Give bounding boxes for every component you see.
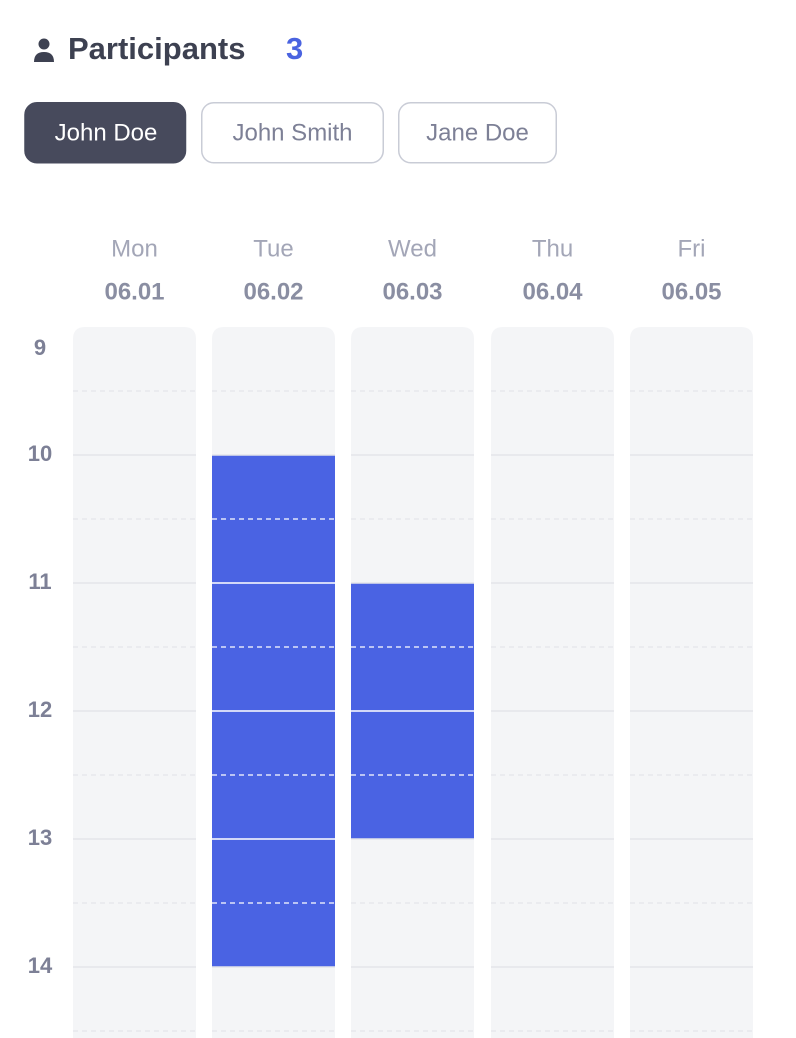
title: Participants <box>68 31 245 66</box>
day-name: Wed <box>388 235 437 262</box>
participant-count: 3 <box>286 31 303 66</box>
day-column <box>73 327 196 1038</box>
hour-label: 11 <box>28 569 51 594</box>
day-column <box>491 327 614 1038</box>
button-bg[interactable] <box>201 102 384 164</box>
day-column <box>630 327 753 1038</box>
button-label[interactable]: John Smith <box>232 119 352 146</box>
participant-button[interactable]: Jane Doe <box>398 102 557 164</box>
day-date: 06.05 <box>661 278 721 305</box>
button-label[interactable]: John Doe <box>55 119 158 146</box>
day-name: Fri <box>678 235 706 262</box>
button-label[interactable]: Jane Doe <box>426 119 529 146</box>
day-name: Tue <box>253 235 293 262</box>
button-bg[interactable] <box>398 102 557 164</box>
day-date: 06.03 <box>382 278 442 305</box>
hour-label: 10 <box>28 441 52 466</box>
hour-label: 13 <box>28 825 52 850</box>
hour-label: 14 <box>28 953 53 978</box>
day-date: 06.04 <box>522 278 583 305</box>
day-name: Mon <box>111 235 158 262</box>
person-icon <box>34 38 54 62</box>
day-date: 06.02 <box>243 278 303 305</box>
participant-button[interactable]: John Doe <box>24 102 187 164</box>
hour-label: 12 <box>28 697 52 722</box>
button-bg[interactable] <box>24 102 187 164</box>
hour-label: 9 <box>34 335 46 360</box>
participant-button[interactable]: John Smith <box>201 102 384 164</box>
day-date: 06.01 <box>104 278 164 305</box>
day-name: Thu <box>532 235 573 262</box>
